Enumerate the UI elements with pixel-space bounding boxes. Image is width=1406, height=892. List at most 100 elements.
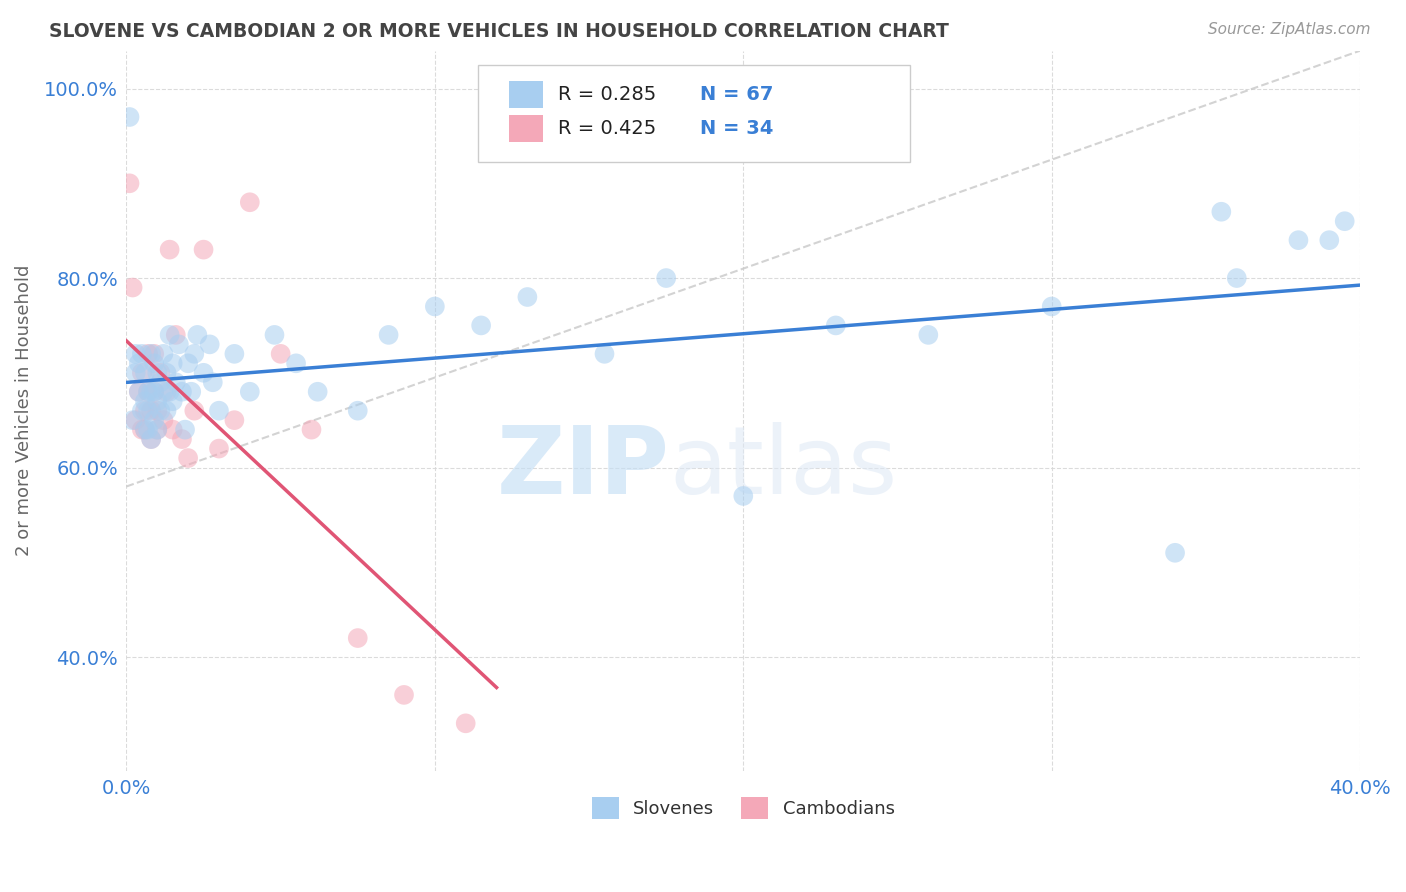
Point	[146, 366, 169, 380]
Point	[125, 366, 148, 380]
Text: R = 0.425: R = 0.425	[558, 119, 657, 138]
Point	[146, 423, 169, 437]
Point	[134, 394, 156, 409]
Point	[193, 243, 215, 257]
Point	[146, 423, 169, 437]
Point	[165, 376, 187, 390]
Point	[152, 384, 174, 399]
Point	[193, 366, 215, 380]
Point	[307, 384, 329, 399]
Point	[128, 384, 150, 399]
Point	[824, 318, 846, 333]
Point	[139, 384, 162, 399]
Point	[139, 432, 162, 446]
Point	[134, 366, 156, 380]
Point	[159, 243, 181, 257]
Point	[131, 403, 153, 417]
Point	[155, 403, 177, 417]
Point	[186, 327, 208, 342]
Point	[201, 376, 224, 390]
Point	[917, 327, 939, 342]
Point	[239, 195, 262, 210]
Point	[136, 403, 159, 417]
Point	[134, 423, 156, 437]
Point	[170, 384, 193, 399]
Text: atlas: atlas	[669, 422, 897, 515]
Point	[198, 337, 221, 351]
Point	[1286, 233, 1309, 247]
Point	[423, 300, 446, 314]
Point	[128, 356, 150, 370]
Point	[180, 384, 202, 399]
Point	[1226, 271, 1249, 285]
Point	[136, 423, 159, 437]
Point	[470, 318, 492, 333]
Point	[121, 413, 143, 427]
Point	[1164, 546, 1187, 560]
Point	[143, 356, 166, 370]
Point	[239, 384, 262, 399]
Point	[149, 403, 172, 417]
Point	[139, 403, 162, 417]
Point	[165, 327, 187, 342]
Point	[285, 356, 308, 370]
Point	[593, 347, 616, 361]
Point	[183, 403, 205, 417]
Text: Source: ZipAtlas.com: Source: ZipAtlas.com	[1208, 22, 1371, 37]
Point	[136, 347, 159, 361]
Point	[224, 347, 246, 361]
Point	[131, 347, 153, 361]
Point	[1211, 204, 1233, 219]
Point	[121, 280, 143, 294]
Point	[1333, 214, 1355, 228]
Point	[208, 442, 231, 456]
Point	[170, 432, 193, 446]
Point	[155, 366, 177, 380]
Point	[159, 327, 181, 342]
Point	[134, 403, 156, 417]
Point	[118, 110, 141, 124]
Point	[118, 177, 141, 191]
Point	[346, 631, 368, 645]
Point	[183, 347, 205, 361]
Point	[301, 423, 323, 437]
Point	[1317, 233, 1340, 247]
Text: SLOVENE VS CAMBODIAN 2 OR MORE VEHICLES IN HOUSEHOLD CORRELATION CHART: SLOVENE VS CAMBODIAN 2 OR MORE VEHICLES …	[49, 22, 949, 41]
Point	[136, 384, 159, 399]
Point	[167, 337, 190, 351]
Point	[125, 413, 148, 427]
Text: R = 0.285: R = 0.285	[558, 85, 657, 104]
Point	[159, 384, 181, 399]
Point	[143, 347, 166, 361]
Point	[146, 394, 169, 409]
Point	[733, 489, 755, 503]
Point	[655, 271, 678, 285]
Point	[177, 356, 200, 370]
Point	[177, 451, 200, 466]
Point	[346, 403, 368, 417]
Point	[516, 290, 538, 304]
Point	[392, 688, 415, 702]
Point	[377, 327, 399, 342]
Point	[1040, 300, 1063, 314]
Point	[454, 716, 477, 731]
Point	[174, 423, 197, 437]
Point	[152, 347, 174, 361]
FancyBboxPatch shape	[478, 65, 910, 162]
Point	[162, 356, 184, 370]
Point	[139, 347, 162, 361]
Point	[139, 432, 162, 446]
Point	[155, 384, 177, 399]
Text: ZIP: ZIP	[496, 422, 669, 515]
Point	[149, 376, 172, 390]
Point	[263, 327, 285, 342]
Point	[131, 423, 153, 437]
Legend: Slovenes, Cambodians: Slovenes, Cambodians	[585, 790, 903, 827]
Point	[208, 403, 231, 417]
Bar	[509, 81, 544, 108]
Point	[136, 384, 159, 399]
Point	[149, 366, 172, 380]
Point	[270, 347, 292, 361]
Point	[125, 347, 148, 361]
Bar	[509, 115, 544, 142]
